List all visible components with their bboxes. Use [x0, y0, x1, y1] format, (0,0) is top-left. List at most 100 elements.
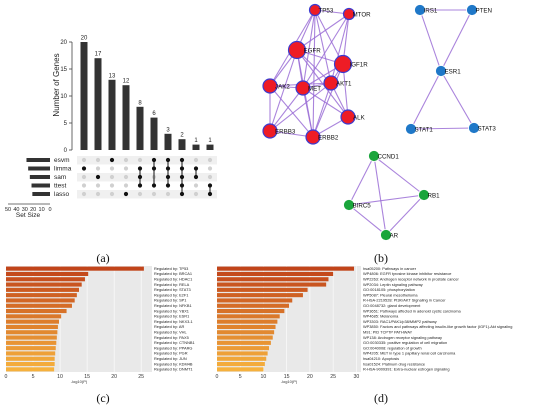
upset-dot-off: [165, 191, 171, 197]
c-category-label: Regulated by: CTNNB1: [154, 340, 195, 345]
network-edge: [385, 194, 425, 236]
upset-dot-off: [109, 191, 115, 197]
upset-dot-off: [123, 174, 129, 180]
c-x-tick-label: 0: [5, 374, 8, 380]
network-edge: [314, 9, 332, 84]
upset-set-size-bar: [28, 166, 50, 171]
panel-label-c: (c): [96, 391, 109, 405]
c-bar: [6, 335, 57, 340]
set-size-tick-label: 50: [5, 207, 11, 213]
network-edge: [302, 9, 316, 89]
upset-dot-off: [109, 183, 115, 188]
upset-dot-off: [193, 183, 199, 188]
set-size-tick-label: 10: [39, 207, 45, 213]
c-x-tick-label: 5: [32, 374, 35, 380]
upset-bars: [80, 42, 214, 151]
c-category-label: Regulated by: VHL: [154, 329, 187, 334]
c-category-label: Regulated by: KDM4B: [154, 361, 193, 366]
network-edge: [373, 155, 425, 196]
d-category-label: WP3850: Factors and pathways affecting i…: [363, 324, 512, 329]
upset-dot-off: [81, 191, 87, 197]
network-node-label: BIRC5: [353, 203, 372, 210]
panel-b-network: TP53 MTOR EGFR IGF1R JAK2 MET AKT1 ALK ERBB3 ERBB…: [262, 3, 496, 241]
network-edge: [302, 13, 350, 89]
upset-bar: [94, 58, 102, 151]
d-category-label: hsa01524: Platinum drug resistance: [363, 361, 425, 366]
d-bar: [217, 335, 273, 340]
panel-label-d: (d): [374, 391, 388, 405]
upset-bar-value: 20: [81, 36, 88, 42]
upset-dot-off: [109, 174, 115, 180]
c-bar: [6, 309, 67, 314]
c-category-label: Regulated by: NKX3-1: [154, 319, 193, 324]
upset-bar-value: 1: [208, 138, 212, 144]
d-category-label: hsa05200: Pathways in cancer: [363, 266, 417, 271]
upset-y-ticks: 0 5 10 15 20: [60, 40, 72, 154]
set-size-label: Set Size: [16, 212, 41, 219]
upset-bar: [164, 133, 172, 150]
network-edge: [269, 87, 304, 132]
d-category-label: WP5087: Pleural mesothelioma: [363, 292, 418, 297]
d-bar: [217, 271, 334, 276]
network-node: [295, 80, 311, 96]
c-category-label: Regulated by: PAX5: [154, 335, 189, 340]
upset-bar: [150, 117, 158, 150]
network-labels: TP53 MTOR EGFR IGF1R JAK2 MET AKT1 ALK ERBB3 ERBB…: [275, 8, 496, 240]
d-x-tick-label: 25: [330, 374, 336, 380]
upset-set-label: lasso: [54, 191, 70, 198]
c-bar: [6, 356, 55, 361]
upset-bar-value: 1: [194, 138, 198, 144]
panel-c-bars: [6, 266, 144, 372]
c-x-tick-label: 20: [111, 374, 117, 380]
upset-set-label: ttest: [54, 183, 66, 190]
upset-bar: [122, 85, 130, 150]
d-x-tick-label: 20: [307, 374, 313, 380]
network-node: [342, 7, 356, 21]
upset-dot-off: [193, 157, 199, 163]
c-bar: [6, 367, 55, 372]
upset-dot-on: [109, 157, 115, 163]
upset-dot-off: [95, 191, 101, 197]
upset-matrix-row-band: [77, 190, 217, 199]
network-node: [262, 78, 278, 94]
d-category-label: GO:0030335: positive regulation of cell …: [363, 340, 447, 345]
network-node-label: MET: [308, 86, 321, 93]
c-bar: [6, 346, 56, 351]
c-bar: [6, 314, 62, 319]
set-size-tick-label: 30: [22, 207, 28, 213]
set-size-tick-label: 20: [30, 207, 36, 213]
c-category-label: Regulated by: HDAC1: [154, 276, 192, 281]
set-size-tick-label: 0: [48, 207, 51, 213]
d-category-label: M91: PID TCPTP PATHWAY: [363, 329, 413, 334]
d-category-label: GO:0018105: phosphorylation: [363, 287, 415, 292]
upset-bar: [206, 144, 214, 150]
network-edge: [312, 82, 332, 138]
c-category-label: Regulated by: ESR1: [154, 314, 189, 319]
network-node-label: JAK2: [275, 84, 290, 91]
network-node-label: IRS1: [424, 8, 438, 15]
d-bar: [217, 351, 268, 356]
d-bar: [217, 277, 329, 282]
c-x-tick-label: 25: [138, 374, 144, 380]
network-node: [435, 65, 447, 77]
upset-dot-off: [207, 166, 213, 171]
d-category-label: WP3303: RAC1/PAK1/p38/MMP2 pathway: [363, 319, 437, 324]
d-bar: [217, 266, 355, 271]
network-node-label: AR: [390, 233, 399, 240]
d-bar: [217, 309, 285, 314]
d-category-label: WP2263: Androgen receptor network in pro…: [363, 276, 460, 281]
d-category-label: WP4205: MET in type 1 papillary renal ce…: [363, 351, 456, 356]
upset-dot-off: [81, 183, 87, 188]
upset-y-tick-label: 15: [60, 67, 67, 73]
network-node: [414, 4, 426, 16]
c-bar: [6, 298, 75, 303]
d-bar: [217, 298, 293, 303]
c-category-label: Regulated by: NFKB1: [154, 303, 192, 308]
d-category-label: GO:0048732: gland development: [363, 303, 421, 308]
c-bar: [6, 340, 57, 345]
d-bar: [217, 356, 267, 361]
network-edge: [348, 155, 375, 206]
upset-dot-off: [207, 157, 213, 163]
